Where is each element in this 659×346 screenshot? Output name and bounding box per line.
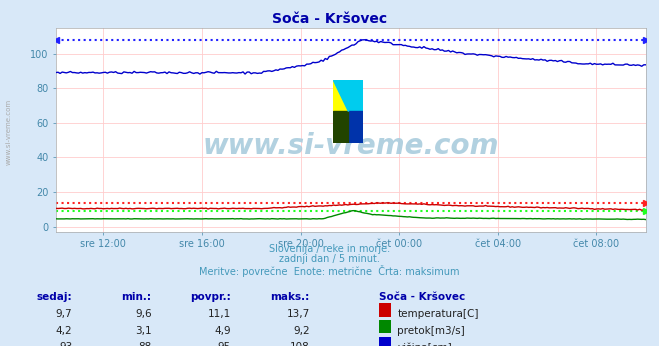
- Text: 9,6: 9,6: [135, 309, 152, 319]
- Text: Soča - Kršovec: Soča - Kršovec: [272, 12, 387, 26]
- Text: min.:: min.:: [121, 292, 152, 302]
- Text: 9,2: 9,2: [293, 326, 310, 336]
- Text: 4,2: 4,2: [56, 326, 72, 336]
- Text: 93: 93: [59, 342, 72, 346]
- Bar: [333, 111, 348, 143]
- Text: sedaj:: sedaj:: [37, 292, 72, 302]
- Bar: [333, 80, 348, 111]
- Text: 95: 95: [217, 342, 231, 346]
- Text: 13,7: 13,7: [287, 309, 310, 319]
- Text: Meritve: povrečne  Enote: metrične  Črta: maksimum: Meritve: povrečne Enote: metrične Črta: …: [199, 265, 460, 277]
- Text: 11,1: 11,1: [208, 309, 231, 319]
- Text: zadnji dan / 5 minut.: zadnji dan / 5 minut.: [279, 254, 380, 264]
- Text: 108: 108: [290, 342, 310, 346]
- Text: 88: 88: [138, 342, 152, 346]
- Bar: [348, 111, 363, 143]
- Text: pretok[m3/s]: pretok[m3/s]: [397, 326, 465, 336]
- Text: www.si-vreme.com: www.si-vreme.com: [203, 132, 499, 160]
- Text: višina[cm]: višina[cm]: [397, 342, 452, 346]
- Text: temperatura[C]: temperatura[C]: [397, 309, 479, 319]
- Text: povpr.:: povpr.:: [190, 292, 231, 302]
- Text: maks.:: maks.:: [270, 292, 310, 302]
- Text: www.si-vreme.com: www.si-vreme.com: [5, 98, 11, 165]
- Text: Slovenija / reke in morje.: Slovenija / reke in morje.: [269, 244, 390, 254]
- Bar: [348, 80, 363, 111]
- Text: 4,9: 4,9: [214, 326, 231, 336]
- Text: Soča - Kršovec: Soča - Kršovec: [379, 292, 465, 302]
- Text: 9,7: 9,7: [56, 309, 72, 319]
- Polygon shape: [333, 80, 348, 111]
- Text: 3,1: 3,1: [135, 326, 152, 336]
